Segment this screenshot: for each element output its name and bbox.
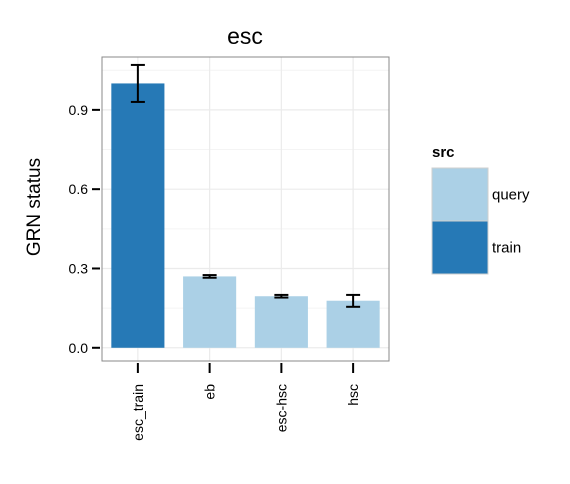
x-tick-label: esc_train [130,384,146,441]
bar-esc_train [111,83,165,348]
legend-label-query: query [492,187,530,204]
error-bar-eb [202,274,217,279]
y-tick-label: 0.9 [69,102,89,118]
y-tick-label: 0.6 [69,181,89,197]
panel-border [101,56,390,362]
x-tick-label: eb [202,384,218,400]
y-tick-label: 0.3 [69,260,89,276]
error-bar-hsc [346,293,361,308]
bar-hsc [326,300,380,348]
chart-title: esc [227,23,263,49]
error-bar-esc-hsc [274,293,289,299]
bar-esc-hsc [254,296,308,348]
x-tick-label: hsc [345,384,361,406]
legend: src query train [431,144,530,275]
y-tick-label: 0.0 [69,340,89,356]
legend-title: src [432,144,455,161]
bar-eb [183,276,237,348]
legend-key-query [431,167,489,222]
plot-area: 0.0 0.3 0.6 0.9 esc_train eb esc-hsc hsc [69,56,390,441]
legend-key-train [431,220,489,275]
legend-label-train: train [492,240,521,257]
x-tick-label: esc-hsc [273,384,289,432]
y-axis-title: GRN status [24,158,45,256]
error-bar-esc_train [130,63,145,103]
